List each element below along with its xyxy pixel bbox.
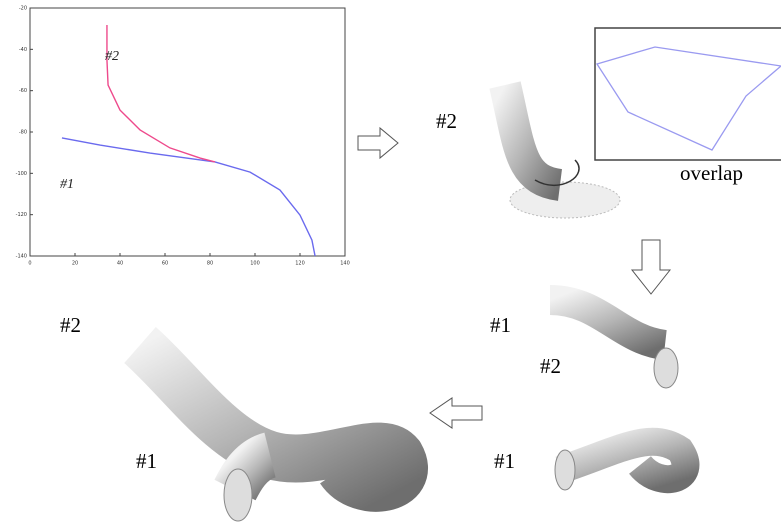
figure-label: #1 [490, 313, 511, 337]
arrow-right [358, 128, 398, 158]
figure-label: #2 [60, 313, 81, 337]
series-label: #1 [60, 177, 74, 192]
y-tick-label: -40 [19, 47, 27, 53]
x-tick-label: 100 [250, 261, 260, 267]
x-tick-label: 0 [28, 261, 31, 267]
x-tick-label: 120 [295, 261, 305, 267]
figure: -20 -40 -60 -80 -100 -120 -1400 20 40 60 80 100 120 1… [0, 0, 781, 522]
y-tick-label: -80 [19, 130, 27, 136]
y-tick-label: -100 [16, 171, 27, 177]
figure-label: #1 [494, 449, 515, 473]
arrow-left [430, 398, 482, 428]
x-tick-label: 60 [162, 261, 168, 267]
figure-label: #1 [136, 449, 157, 473]
y-tick-label: -60 [19, 88, 27, 94]
figure-label: #2 [540, 354, 561, 378]
arrow-down [632, 240, 670, 294]
x-tick-label: 80 [207, 261, 213, 267]
x-tick-label: 140 [340, 261, 350, 267]
figure-label: #2 [436, 109, 457, 133]
x-tick-label: 20 [72, 261, 78, 267]
series-label: #2 [105, 49, 119, 64]
x-tick-label: 40 [117, 261, 123, 267]
y-tick-label: -140 [16, 254, 27, 260]
plot-frame [30, 8, 345, 256]
y-tick-label: -20 [19, 6, 27, 12]
y-tick-label: -120 [16, 212, 27, 218]
figure-label: overlap [680, 161, 743, 185]
inset-frame [595, 28, 781, 160]
